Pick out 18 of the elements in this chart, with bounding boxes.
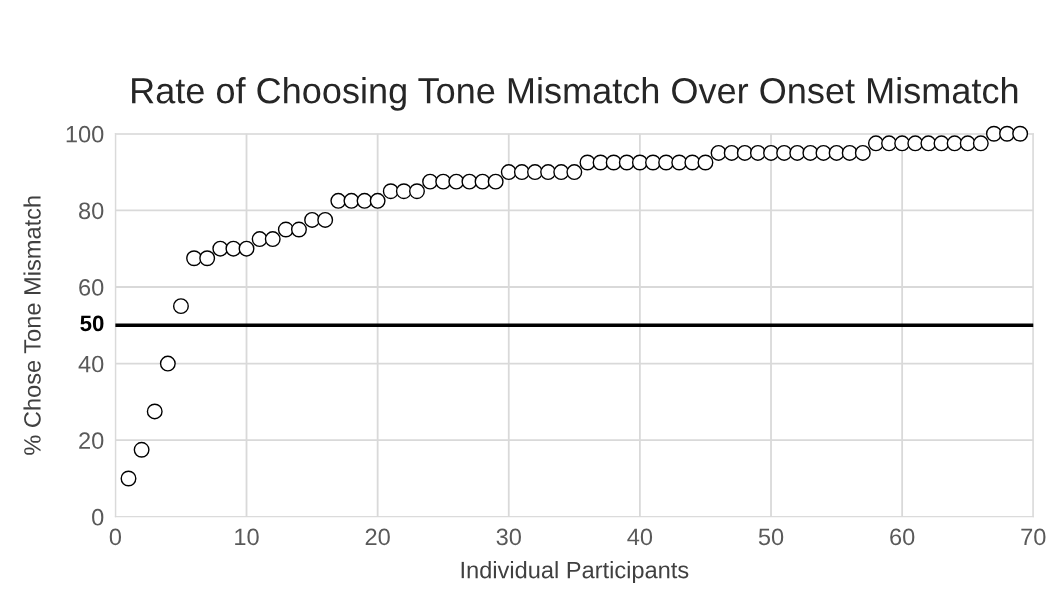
x-tick-label: 60	[890, 528, 915, 546]
x-tick-label: 50	[758, 528, 784, 546]
y-axis-title: % Chose Tone Mismatch	[23, 196, 41, 455]
x-tick-label: 70	[1021, 528, 1046, 546]
y-tick-label: 0	[92, 508, 104, 526]
y-tick-label: 40	[78, 355, 104, 373]
x-tick-label: 30	[496, 528, 521, 546]
ref-line-label: 50	[80, 315, 104, 332]
x-axis-title: Individual Participants	[461, 561, 689, 584]
x-tick-label: 20	[365, 528, 390, 546]
y-tick-label: 60	[79, 279, 104, 296]
x-tick-label: 40	[627, 528, 653, 546]
y-tick-label: 20	[79, 432, 104, 449]
x-tick-label: 10	[235, 528, 259, 546]
chart-title: Rate of Choosing Tone Mismatch Over Onset Mismatch	[132, 77, 1018, 111]
x-tick-label: 0	[109, 528, 122, 546]
y-tick-label: 100	[66, 125, 104, 143]
y-tick-label: 80	[79, 202, 104, 220]
